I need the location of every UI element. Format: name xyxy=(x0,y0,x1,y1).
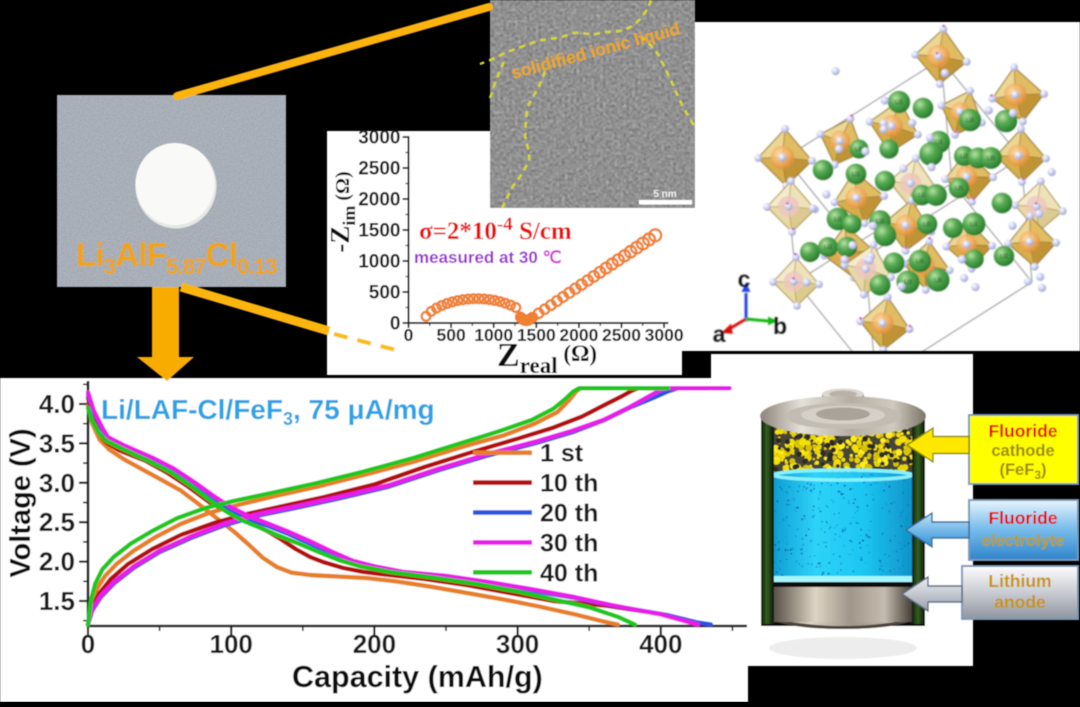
svg-text:electrolyte: electrolyte xyxy=(982,532,1065,550)
svg-text:300: 300 xyxy=(496,629,539,659)
svg-text:2500: 2500 xyxy=(358,159,400,180)
svg-text:3000: 3000 xyxy=(645,325,684,345)
svg-text:10 th: 10 th xyxy=(540,470,598,498)
svg-text:0: 0 xyxy=(390,314,401,335)
svg-text:500: 500 xyxy=(369,283,401,304)
svg-text:Li3: Li3 xyxy=(966,118,975,124)
svg-text:Voltage (V): Voltage (V) xyxy=(5,428,37,577)
svg-text:Li1: Li1 xyxy=(895,100,904,106)
svg-text:Li3: Li3 xyxy=(824,245,833,251)
svg-text:Li3: Li3 xyxy=(960,154,969,160)
svg-text:0: 0 xyxy=(404,325,414,345)
svg-text:500: 500 xyxy=(436,325,465,345)
svg-text:c: c xyxy=(738,266,751,292)
svg-text:1500: 1500 xyxy=(358,221,400,242)
svg-text:1000: 1000 xyxy=(358,252,400,273)
svg-text:200: 200 xyxy=(353,629,396,659)
svg-text:Fluoride: Fluoride xyxy=(988,421,1057,441)
svg-text:Li1: Li1 xyxy=(1000,254,1009,260)
svg-text:Li5: Li5 xyxy=(934,278,943,284)
svg-text:anode: anode xyxy=(994,592,1046,612)
svg-text:Li1: Li1 xyxy=(970,222,979,228)
svg-text:Lithium: Lithium xyxy=(988,571,1051,591)
svg-text:Li5: Li5 xyxy=(955,186,964,192)
svg-text:Li/LAF-Cl/FeF3, 75 μA/mg: Li/LAF-Cl/FeF3, 75 μA/mg xyxy=(101,394,435,429)
svg-text:400: 400 xyxy=(639,629,682,659)
svg-text:Li5: Li5 xyxy=(916,259,925,265)
svg-text:2000: 2000 xyxy=(358,190,400,211)
svg-text:Li5: Li5 xyxy=(923,222,932,228)
svg-text:1 st: 1 st xyxy=(540,440,584,468)
svg-text:40 th: 40 th xyxy=(540,559,598,587)
svg-text:Capacity (mAh/g): Capacity (mAh/g) xyxy=(292,660,543,694)
svg-text:2.0: 2.0 xyxy=(39,547,75,577)
svg-text:4.0: 4.0 xyxy=(39,389,75,419)
svg-text:Fluoride: Fluoride xyxy=(988,508,1057,528)
svg-text:3.0: 3.0 xyxy=(39,468,75,498)
svg-text:30 th: 30 th xyxy=(540,529,598,557)
svg-text:1.5: 1.5 xyxy=(39,586,75,616)
svg-text:100: 100 xyxy=(210,629,253,659)
svg-text:Li5: Li5 xyxy=(987,156,996,162)
svg-text:a: a xyxy=(713,321,726,347)
svg-text:3000: 3000 xyxy=(358,128,400,149)
svg-text:20 th: 20 th xyxy=(540,500,598,528)
svg-text:cathode: cathode xyxy=(991,442,1054,460)
svg-text:b: b xyxy=(773,313,787,339)
svg-text:2.5: 2.5 xyxy=(39,507,75,537)
svg-text:measured at 30 ℃: measured at 30 ℃ xyxy=(414,248,562,267)
svg-text:3.5: 3.5 xyxy=(39,428,75,458)
svg-text:Li1: Li1 xyxy=(834,217,843,223)
svg-text:0: 0 xyxy=(81,629,95,659)
svg-text:σ=2*10-4 S/cm: σ=2*10-4 S/cm xyxy=(419,214,572,245)
svg-text:2500: 2500 xyxy=(602,325,641,345)
svg-text:1500: 1500 xyxy=(517,325,556,345)
svg-text:5 nm: 5 nm xyxy=(653,189,676,200)
svg-text:Li1: Li1 xyxy=(852,172,861,178)
